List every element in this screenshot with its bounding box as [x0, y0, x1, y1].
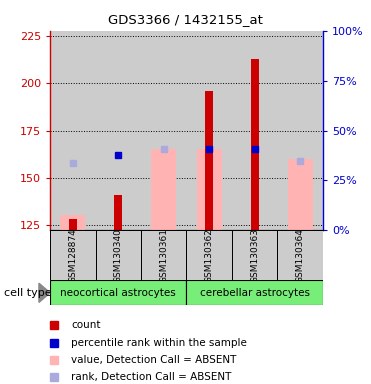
FancyBboxPatch shape: [50, 280, 187, 305]
Text: GSM130362: GSM130362: [205, 228, 214, 283]
FancyBboxPatch shape: [187, 280, 323, 305]
Text: rank, Detection Call = ABSENT: rank, Detection Call = ABSENT: [71, 372, 232, 382]
Text: percentile rank within the sample: percentile rank within the sample: [71, 338, 247, 348]
FancyBboxPatch shape: [278, 230, 323, 280]
FancyBboxPatch shape: [232, 230, 278, 280]
Bar: [141, 31, 187, 230]
Bar: [151, 149, 176, 230]
Text: cerebellar astrocytes: cerebellar astrocytes: [200, 288, 309, 298]
FancyBboxPatch shape: [96, 230, 141, 280]
Text: GDS3366 / 1432155_at: GDS3366 / 1432155_at: [108, 13, 263, 26]
Bar: [232, 31, 278, 230]
Polygon shape: [39, 283, 50, 303]
Text: GSM130363: GSM130363: [250, 228, 259, 283]
Bar: [205, 91, 213, 230]
Text: value, Detection Call = ABSENT: value, Detection Call = ABSENT: [71, 355, 237, 365]
Text: neocortical astrocytes: neocortical astrocytes: [60, 288, 176, 298]
Text: count: count: [71, 320, 101, 330]
Text: GSM130340: GSM130340: [114, 228, 123, 283]
Bar: [60, 215, 85, 230]
Bar: [250, 59, 259, 230]
Bar: [96, 31, 141, 230]
Bar: [288, 159, 312, 230]
FancyBboxPatch shape: [50, 230, 96, 280]
FancyBboxPatch shape: [141, 230, 187, 280]
Bar: [114, 195, 122, 230]
Bar: [69, 219, 77, 230]
Text: cell type: cell type: [4, 288, 51, 298]
FancyBboxPatch shape: [187, 230, 232, 280]
Bar: [278, 31, 323, 230]
Text: GSM130361: GSM130361: [159, 228, 168, 283]
Text: GSM130364: GSM130364: [296, 228, 305, 283]
Text: GSM128874: GSM128874: [68, 228, 77, 283]
Bar: [50, 31, 96, 230]
Bar: [197, 149, 221, 230]
Bar: [187, 31, 232, 230]
